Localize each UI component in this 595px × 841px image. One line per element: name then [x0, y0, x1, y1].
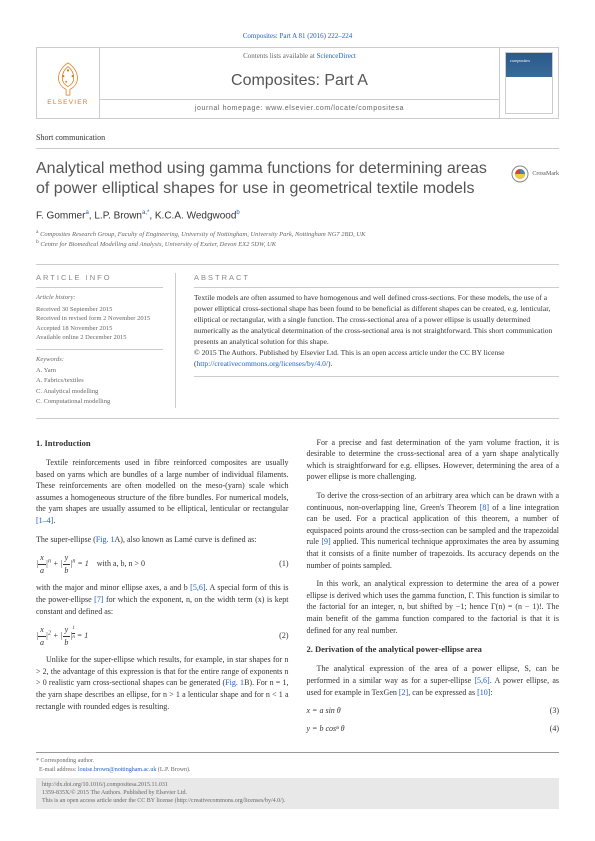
abstract-text: Textile models are often assumed to have…	[194, 293, 559, 369]
history-item: Accepted 18 November 2015	[36, 324, 163, 333]
article-title: Analytical method using gamma functions …	[36, 159, 499, 199]
affiliation: b Centre for Biomedical Modelling and An…	[36, 239, 559, 249]
equation: |xa|n + |yb|n = 1 with a, b, n > 0 (1)	[36, 552, 289, 576]
issn-text: 1359-835X/© 2015 The Authors. Published …	[42, 790, 187, 796]
author: L.P. Brown	[94, 211, 142, 222]
keyword: C. Computational modelling	[36, 397, 163, 406]
equation: y = b cosⁿ θ (4)	[307, 723, 560, 735]
affiliation: a Composites Research Group, Faculty of …	[36, 229, 559, 239]
email-link[interactable]: louise.brown@nottingham.ac.uk	[78, 767, 156, 773]
affil-sup: b	[236, 210, 239, 216]
paragraph: In this work, an analytical expression t…	[307, 578, 560, 636]
top-citation: Composites: Part A 81 (2016) 222–224	[36, 32, 559, 41]
journal-name: Composites: Part A	[100, 64, 499, 100]
keyword: A. Yarn	[36, 366, 163, 375]
author: F. Gommer	[36, 211, 85, 222]
history-item: Received 30 September 2015	[36, 305, 163, 314]
corresponding-footer: * Corresponding author. E-mail address: …	[36, 752, 559, 774]
eq-number: (4)	[550, 723, 559, 735]
equation: |xa|2 + |yb|1n = 1 (2)	[36, 624, 289, 648]
paragraph: For a precise and fast determination of …	[307, 437, 560, 483]
author: K.C.A. Wedgwood	[155, 211, 237, 222]
paragraph: with the major and minor ellipse axes, a…	[36, 582, 289, 617]
affil-sup: a,*	[142, 210, 149, 216]
journal-homepage: journal homepage: www.elsevier.com/locat…	[100, 99, 499, 117]
affil-sup: a	[85, 210, 88, 216]
paragraph: Textile reinforcements used in fibre rei…	[36, 457, 289, 527]
paragraph: The super-ellipse (Fig. 1A), also known …	[36, 534, 289, 546]
elsevier-label: ELSEVIER	[47, 99, 88, 108]
citation[interactable]: [8]	[480, 503, 489, 512]
citation[interactable]: [2]	[399, 688, 408, 697]
section-heading: 2. Derivation of the analytical power-el…	[307, 643, 560, 655]
corr-email: E-mail address: louise.brown@nottingham.…	[36, 766, 559, 774]
eq-number: (2)	[279, 630, 288, 642]
citation[interactable]: [5,6]	[190, 583, 205, 592]
crossmark-icon	[511, 165, 529, 183]
contents-available: Contents lists available at ScienceDirec…	[100, 48, 499, 63]
journal-header: ELSEVIER Contents lists available at Sci…	[36, 47, 559, 119]
section-type: Short communication	[36, 133, 559, 144]
history-item: Received in revised form 2 November 2015	[36, 314, 163, 323]
citation[interactable]: [10]	[477, 688, 490, 697]
history-item: Available online 2 December 2015	[36, 333, 163, 342]
crossmark-label: CrossMark	[532, 170, 559, 178]
citation[interactable]: [1–4]	[36, 516, 53, 525]
citation[interactable]: [9]	[321, 537, 330, 546]
journal-cover	[500, 48, 558, 118]
article-body: 1. Introduction Textile reinforcements u…	[36, 437, 559, 735]
fig-ref[interactable]: Fig. 1	[225, 678, 244, 687]
keywords-label: Keywords:	[36, 355, 163, 364]
article-meta: ARTICLE INFO Article history: Received 3…	[36, 264, 559, 419]
divider	[36, 148, 559, 149]
paragraph: The analytical expression of the area of…	[307, 663, 560, 698]
elsevier-tree-icon	[48, 59, 88, 97]
doi-link[interactable]: http://dx.doi.org/10.1016/j.compositesa.…	[42, 782, 168, 788]
keyword: A. Fabrics/textiles	[36, 376, 163, 385]
section-heading: 1. Introduction	[36, 437, 289, 449]
citation[interactable]: [5,6]	[474, 676, 489, 685]
info-heading: ARTICLE INFO	[36, 273, 163, 284]
crossmark-badge[interactable]: CrossMark	[511, 165, 559, 183]
equation: x = a sin θ (3)	[307, 705, 560, 717]
author-list: F. Gommera, L.P. Browna,*, K.C.A. Wedgwo…	[36, 209, 559, 223]
cover-thumbnail-icon	[505, 52, 553, 114]
abstract-heading: ABSTRACT	[194, 273, 559, 284]
eq-number: (3)	[550, 705, 559, 717]
sciencedirect-link[interactable]: ScienceDirect	[317, 52, 356, 60]
citation-link[interactable]: Composites: Part A 81 (2016) 222–224	[243, 32, 352, 40]
fig-ref[interactable]: Fig. 1	[96, 535, 115, 544]
keyword: C. Analytical modelling	[36, 387, 163, 396]
oa-license-link[interactable]: http://creativecommons.org/licenses/by/4…	[177, 798, 282, 804]
elsevier-logo: ELSEVIER	[37, 48, 99, 118]
history-label: Article history:	[36, 293, 163, 302]
footer-bar: http://dx.doi.org/10.1016/j.compositesa.…	[36, 778, 559, 808]
paragraph: To derive the cross-section of an arbitr…	[307, 490, 560, 571]
paragraph: Unlike for the super-ellipse which resul…	[36, 654, 289, 712]
eq-number: (1)	[279, 558, 288, 570]
corr-author: * Corresponding author.	[36, 757, 559, 765]
license-link[interactable]: http://creativecommons.org/licenses/by/4…	[197, 359, 329, 368]
